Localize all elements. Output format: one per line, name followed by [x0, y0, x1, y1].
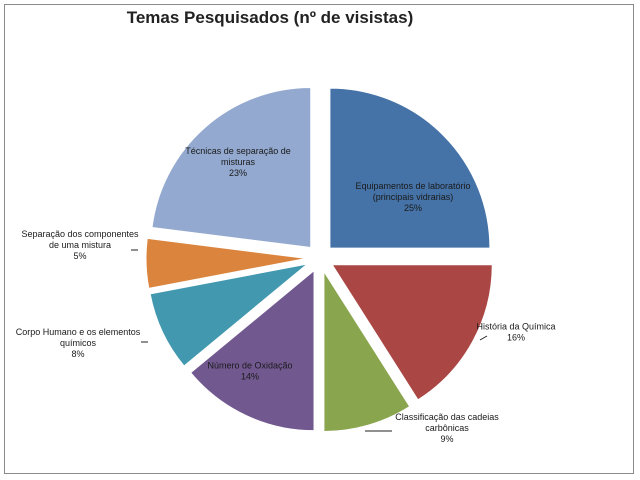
slice-percent: 16%	[507, 333, 525, 343]
slice-label-6: Separação dos componentes de uma mistura 5…	[21, 229, 139, 261]
slice-label-3: Classificação das cadeias carbônicas 9%	[395, 412, 499, 444]
slice-label-2: História da Química 16%	[476, 322, 555, 343]
slice-label-line: Separação dos componentes	[21, 229, 139, 239]
slice-label-line: químicos	[60, 338, 97, 348]
pie-slice-7	[151, 86, 312, 249]
pie-slice-5	[149, 263, 308, 367]
slice-label-line: Equipamentos de laboratório	[355, 181, 470, 191]
slice-label-4: Número de Oxidação 14%	[207, 361, 292, 382]
slice-percent: 25%	[404, 203, 422, 213]
slice-label-line: Técnicas de separação de	[185, 146, 291, 156]
slice-label-line: de uma mistura	[49, 240, 111, 250]
chart-title: Temas Pesquisados (nº de visistas)	[126, 8, 414, 27]
pie-slice-4	[190, 269, 315, 432]
slice-label-line: Corpo Humano e os elementos	[16, 327, 141, 337]
slice-label-line: Número de Oxidação	[207, 361, 292, 371]
slice-percent: 23%	[229, 168, 247, 178]
slice-label-line: carbônicas	[425, 423, 469, 433]
pie-slice-1	[329, 87, 491, 249]
slice-label-5: Corpo Humano e os elementos químicos 8%	[16, 327, 141, 359]
chart-frame	[4, 4, 634, 474]
slice-label-line: misturas	[221, 157, 256, 167]
slice-percent: 5%	[73, 251, 86, 261]
slice-label-line: Classificação das cadeias	[395, 412, 499, 422]
slice-percent: 14%	[241, 372, 259, 382]
pie-slice-6	[145, 237, 307, 290]
slice-label-line: História da Química	[476, 322, 555, 332]
slice-percent: 8%	[71, 349, 84, 359]
slice-label-1: Equipamentos de laboratório (principais v…	[355, 181, 470, 213]
slice-percent: 9%	[440, 434, 453, 444]
pie-slice-2	[331, 264, 493, 401]
slice-label-line: (principais vidrarias)	[373, 192, 454, 202]
leader-line-2	[479, 335, 488, 341]
pie-slice-3	[323, 269, 411, 432]
slice-label-7: Técnicas de separação de misturas 23%	[185, 146, 291, 178]
